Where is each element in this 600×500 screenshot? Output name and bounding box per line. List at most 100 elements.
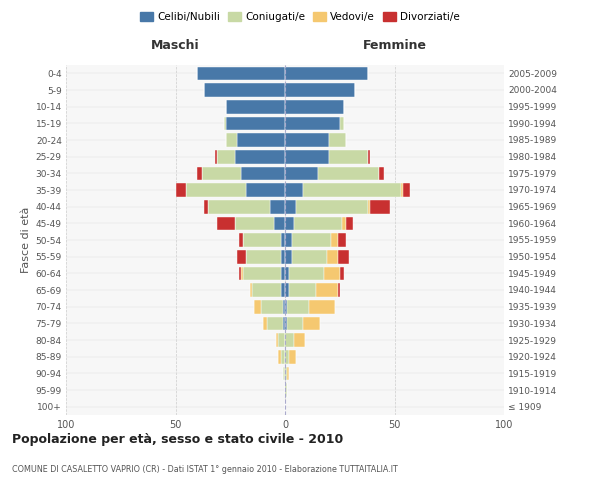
Bar bbox=[239, 266, 241, 280]
Bar bbox=[287, 316, 302, 330]
Bar bbox=[285, 283, 289, 297]
Bar bbox=[252, 283, 281, 297]
Bar bbox=[285, 216, 294, 230]
Bar bbox=[281, 250, 285, 264]
Bar bbox=[287, 366, 289, 380]
Bar bbox=[294, 333, 305, 347]
Bar bbox=[245, 183, 285, 197]
Bar bbox=[245, 250, 281, 264]
Bar bbox=[285, 266, 289, 280]
Bar bbox=[292, 233, 331, 247]
Bar bbox=[289, 266, 325, 280]
Bar bbox=[285, 333, 294, 347]
Bar bbox=[338, 233, 346, 247]
Bar bbox=[187, 183, 245, 197]
Bar bbox=[241, 166, 285, 180]
Bar bbox=[235, 150, 285, 164]
Bar bbox=[285, 133, 329, 147]
Bar bbox=[285, 66, 368, 80]
Bar bbox=[281, 266, 285, 280]
Bar bbox=[237, 133, 285, 147]
Bar bbox=[244, 233, 281, 247]
Bar bbox=[215, 150, 217, 164]
Bar bbox=[340, 116, 344, 130]
Bar bbox=[316, 283, 338, 297]
Text: Femmine: Femmine bbox=[362, 38, 427, 52]
Bar bbox=[403, 183, 410, 197]
Bar bbox=[276, 333, 278, 347]
Bar bbox=[224, 116, 226, 130]
Bar bbox=[278, 333, 285, 347]
Bar bbox=[285, 183, 302, 197]
Bar bbox=[285, 100, 344, 114]
Bar bbox=[285, 166, 318, 180]
Bar bbox=[302, 316, 320, 330]
Bar bbox=[292, 250, 326, 264]
Bar bbox=[401, 183, 403, 197]
Bar bbox=[261, 300, 283, 314]
Bar bbox=[289, 283, 316, 297]
Bar bbox=[283, 366, 285, 380]
Bar bbox=[285, 200, 296, 213]
Y-axis label: Fasce di età: Fasce di età bbox=[22, 207, 31, 273]
Bar bbox=[263, 316, 268, 330]
Bar bbox=[287, 300, 309, 314]
Bar bbox=[370, 200, 390, 213]
Bar bbox=[254, 300, 261, 314]
Bar bbox=[331, 233, 338, 247]
Bar bbox=[269, 200, 285, 213]
Bar bbox=[202, 166, 241, 180]
Bar bbox=[285, 366, 287, 380]
Bar bbox=[342, 216, 346, 230]
Bar bbox=[285, 250, 292, 264]
Bar bbox=[204, 83, 285, 97]
Bar bbox=[318, 166, 379, 180]
Bar bbox=[226, 133, 237, 147]
Bar bbox=[226, 100, 285, 114]
Bar bbox=[197, 66, 285, 80]
Bar bbox=[285, 150, 329, 164]
Bar bbox=[244, 266, 281, 280]
Bar bbox=[278, 350, 281, 364]
Bar bbox=[309, 300, 335, 314]
Bar bbox=[208, 200, 269, 213]
Bar bbox=[285, 83, 355, 97]
Bar bbox=[281, 233, 285, 247]
Bar bbox=[294, 216, 342, 230]
Bar bbox=[346, 216, 353, 230]
Bar bbox=[338, 250, 349, 264]
Bar bbox=[296, 200, 368, 213]
Bar bbox=[285, 383, 287, 397]
Bar bbox=[281, 283, 285, 297]
Bar bbox=[340, 266, 344, 280]
Bar bbox=[368, 150, 370, 164]
Bar bbox=[379, 166, 383, 180]
Bar bbox=[285, 233, 292, 247]
Bar bbox=[281, 350, 285, 364]
Bar bbox=[285, 300, 287, 314]
Bar bbox=[237, 250, 245, 264]
Bar bbox=[289, 350, 296, 364]
Bar bbox=[241, 266, 244, 280]
Bar bbox=[329, 150, 368, 164]
Bar bbox=[204, 200, 208, 213]
Bar bbox=[197, 166, 202, 180]
Bar bbox=[268, 316, 283, 330]
Text: Maschi: Maschi bbox=[151, 38, 200, 52]
Bar bbox=[285, 316, 287, 330]
Bar bbox=[250, 283, 252, 297]
Bar bbox=[283, 300, 285, 314]
Bar bbox=[239, 233, 244, 247]
Text: Popolazione per età, sesso e stato civile - 2010: Popolazione per età, sesso e stato civil… bbox=[12, 432, 343, 446]
Bar bbox=[326, 250, 338, 264]
Bar bbox=[285, 116, 340, 130]
Text: COMUNE DI CASALETTO VAPRIO (CR) - Dati ISTAT 1° gennaio 2010 - Elaborazione TUTT: COMUNE DI CASALETTO VAPRIO (CR) - Dati I… bbox=[12, 466, 398, 474]
Bar bbox=[302, 183, 401, 197]
Bar bbox=[329, 133, 346, 147]
Bar bbox=[283, 316, 285, 330]
Bar bbox=[285, 350, 289, 364]
Bar bbox=[338, 283, 340, 297]
Bar bbox=[235, 216, 274, 230]
Bar bbox=[226, 116, 285, 130]
Bar bbox=[176, 183, 187, 197]
